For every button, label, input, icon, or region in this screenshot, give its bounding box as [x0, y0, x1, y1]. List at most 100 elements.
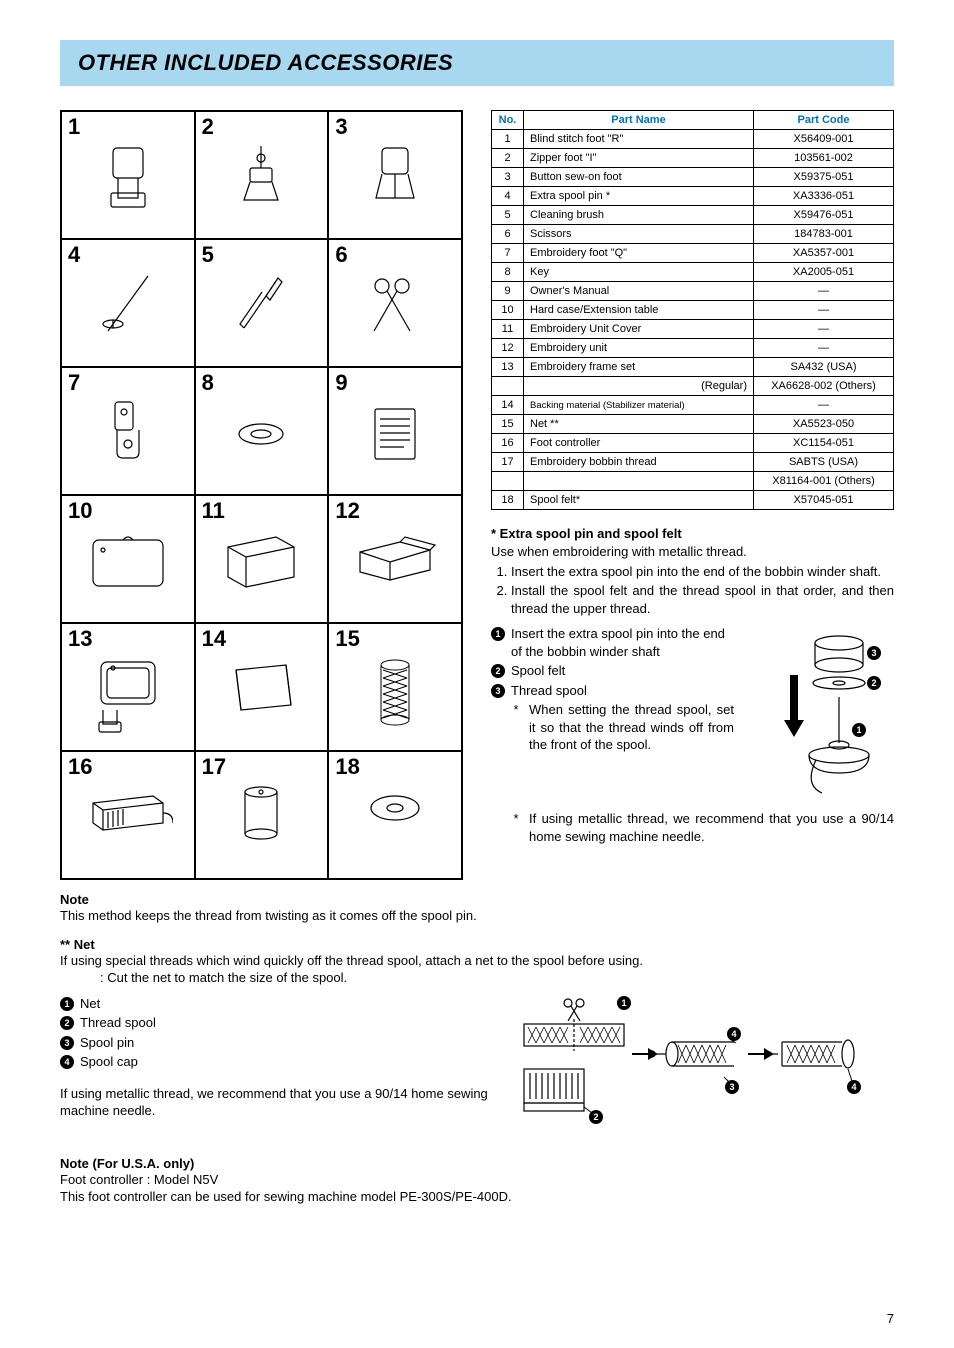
callout-badge: 2	[60, 1016, 74, 1030]
accessory-cell: 18	[328, 751, 462, 879]
accessory-cell: 16	[61, 751, 195, 879]
accessory-illustration	[226, 394, 296, 474]
callout-text: Net	[80, 995, 100, 1013]
cell-name: Blind stitch foot "R"	[524, 130, 754, 149]
cell-no: 10	[492, 301, 524, 320]
accessory-grid-container: 1 2 3 4 5	[60, 110, 463, 880]
table-row: 6Scissors184783-001	[492, 225, 894, 244]
cell-code: XC1154-051	[754, 434, 894, 453]
cell-code: XA5523-050	[754, 415, 894, 434]
callout-text: Thread spool	[511, 682, 587, 700]
svg-text:3: 3	[729, 1082, 734, 1092]
callout-badge: 2	[491, 664, 505, 678]
cell-code: 184783-001	[754, 225, 894, 244]
accessory-illustration	[350, 522, 440, 602]
accessory-illustration	[360, 266, 430, 346]
accessory-illustration	[93, 266, 163, 346]
accessory-number: 8	[202, 370, 214, 396]
cell-code: —	[754, 320, 894, 339]
cell-code: XA6628-002 (Others)	[754, 377, 894, 396]
callout-badge: 1	[491, 627, 505, 641]
cell-name	[524, 472, 754, 491]
accessory-cell: 6	[328, 239, 462, 367]
accessory-cell: 10	[61, 495, 195, 623]
cell-code: SA432 (USA)	[754, 358, 894, 377]
cell-name: (Regular)	[524, 377, 754, 396]
net-diagram: 1 2 4 3 4	[514, 989, 894, 1144]
accessory-number: 17	[202, 754, 226, 780]
svg-text:1: 1	[856, 725, 861, 735]
note-text: This method keeps the thread from twisti…	[60, 907, 894, 925]
net-subtext: : Cut the net to match the size of the s…	[100, 969, 894, 987]
accessory-number: 9	[335, 370, 347, 396]
accessory-illustration	[83, 778, 173, 848]
spool-steps: Insert the extra spool pin into the end …	[491, 563, 894, 618]
accessory-cell: 9	[328, 367, 462, 495]
net-recommendation: If using metallic thread, we recommend t…	[60, 1085, 494, 1120]
table-row: 5Cleaning brushX59476-051	[492, 206, 894, 225]
usa-heading: Note (For U.S.A. only)	[60, 1156, 894, 1171]
cell-no: 14	[492, 396, 524, 415]
cell-no: 2	[492, 149, 524, 168]
star-text: When setting the thread spool, set it so…	[529, 701, 734, 754]
table-row: 11Embroidery Unit Cover—	[492, 320, 894, 339]
table-row: 18Spool felt*X57045-051	[492, 491, 894, 510]
spool-intro: Use when embroidering with metallic thre…	[491, 543, 894, 561]
callout-badge: 1	[60, 997, 74, 1011]
svg-text:2: 2	[871, 678, 876, 688]
cell-name: Embroidery frame set	[524, 358, 754, 377]
table-row: 17Embroidery bobbin threadSABTS (USA)	[492, 453, 894, 472]
cell-name: Embroidery foot "Q"	[524, 244, 754, 263]
cell-no: 6	[492, 225, 524, 244]
table-row: 15Net **XA5523-050	[492, 415, 894, 434]
table-row: 16Foot controllerXC1154-051	[492, 434, 894, 453]
accessory-illustration	[355, 650, 435, 740]
spool-callout-list: 1Insert the extra spool pin into the end…	[491, 625, 734, 754]
cell-code: X57045-051	[754, 491, 894, 510]
accessory-illustration	[93, 138, 163, 218]
cell-code: X59476-051	[754, 206, 894, 225]
accessory-illustration	[226, 266, 296, 346]
cell-name: Embroidery unit	[524, 339, 754, 358]
accessory-cell: 14	[195, 623, 329, 751]
svg-text:2: 2	[593, 1112, 598, 1122]
callout-text: Spool pin	[80, 1034, 134, 1052]
accessory-number: 10	[68, 498, 92, 524]
accessory-number: 6	[335, 242, 347, 268]
cell-code: SABTS (USA)	[754, 453, 894, 472]
cell-no: 18	[492, 491, 524, 510]
cell-code: —	[754, 396, 894, 415]
accessory-illustration	[360, 778, 430, 838]
cell-code: —	[754, 282, 894, 301]
cell-name: Key	[524, 263, 754, 282]
accessory-number: 3	[335, 114, 347, 140]
table-row: 3Button sew-on footX59375-051	[492, 168, 894, 187]
accessory-number: 2	[202, 114, 214, 140]
cell-no: 3	[492, 168, 524, 187]
accessory-cell: 2	[195, 111, 329, 239]
accessory-illustration	[226, 778, 296, 858]
cell-code: X59375-051	[754, 168, 894, 187]
cell-code: X81164-001 (Others)	[754, 472, 894, 491]
section-title: OTHER INCLUDED ACCESSORIES	[78, 50, 876, 76]
svg-text:4: 4	[851, 1082, 856, 1092]
table-header-no: No.	[492, 111, 524, 130]
star-marker: *	[511, 810, 521, 845]
cell-no: 1	[492, 130, 524, 149]
accessory-cell: 4	[61, 239, 195, 367]
cell-name: Spool felt*	[524, 491, 754, 510]
cell-name: Embroidery bobbin thread	[524, 453, 754, 472]
accessory-cell: 7	[61, 367, 195, 495]
spool-heading: * Extra spool pin and spool felt	[491, 526, 894, 541]
accessory-cell: 8	[195, 367, 329, 495]
table-row: (Regular)XA6628-002 (Others)	[492, 377, 894, 396]
accessory-illustration	[221, 650, 301, 730]
accessory-cell: 3	[328, 111, 462, 239]
cell-no: 12	[492, 339, 524, 358]
accessory-illustration	[360, 394, 430, 474]
table-header-code: Part Code	[754, 111, 894, 130]
cell-name: Cleaning brush	[524, 206, 754, 225]
spool-step: Install the spool felt and the thread sp…	[511, 582, 894, 617]
cell-name: Extra spool pin *	[524, 187, 754, 206]
accessory-illustration	[226, 138, 296, 218]
